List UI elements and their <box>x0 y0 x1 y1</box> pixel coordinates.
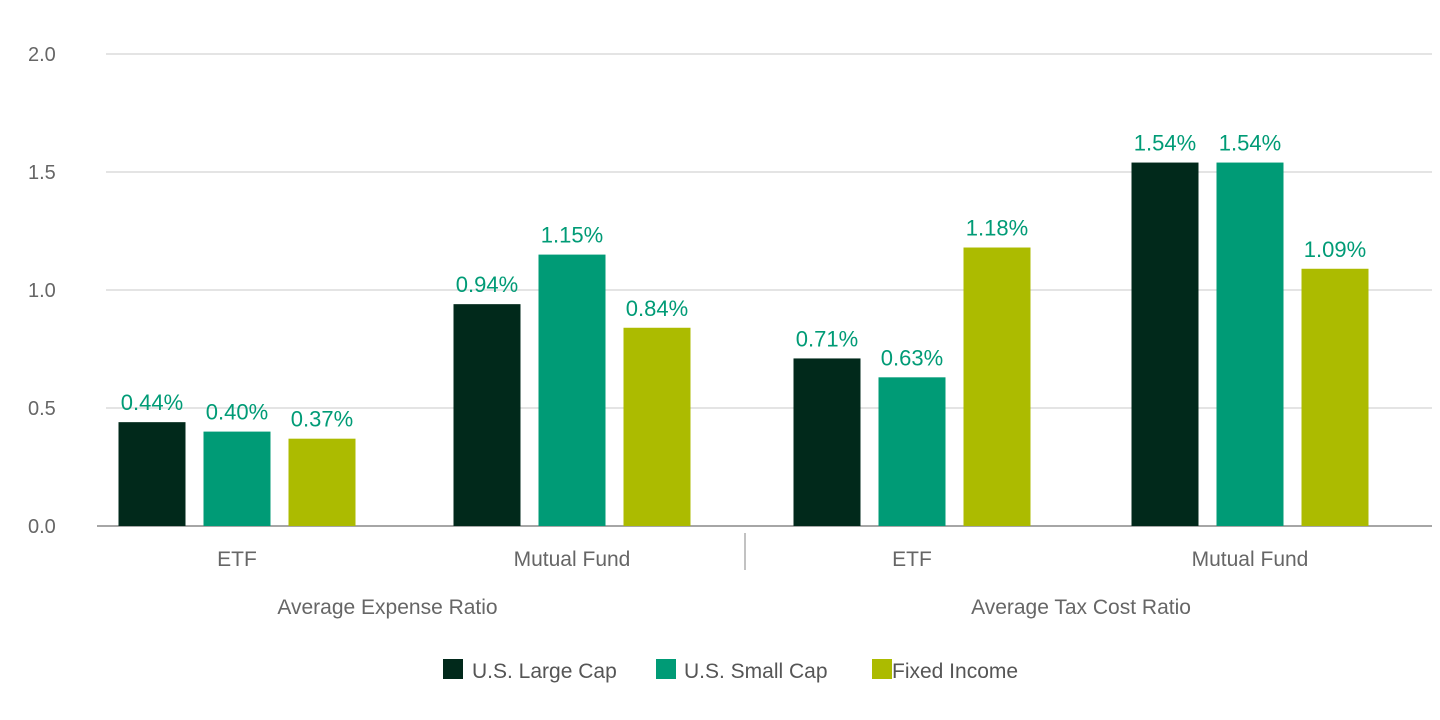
legend-label: U.S. Large Cap <box>472 660 617 683</box>
legend-label: Fixed Income <box>892 660 1018 683</box>
y-tick-label: 1.5 <box>28 162 56 184</box>
bar <box>793 358 861 526</box>
y-tick-label: 1.0 <box>28 280 56 302</box>
group-label: Average Tax Cost Ratio <box>971 596 1191 619</box>
data-label: 0.71% <box>796 326 858 351</box>
bar <box>963 247 1031 526</box>
bar <box>878 377 946 526</box>
bar <box>1301 268 1369 526</box>
data-label: 0.40% <box>206 400 268 425</box>
bar <box>538 254 606 526</box>
data-label: 1.18% <box>966 216 1028 241</box>
data-label: 0.63% <box>881 345 943 370</box>
bar <box>453 304 521 526</box>
y-tick-label: 2.0 <box>28 44 56 66</box>
data-label: 1.54% <box>1219 131 1281 156</box>
x-category-label: ETF <box>217 548 257 571</box>
legend-swatch <box>443 659 463 679</box>
y-tick-label: 0.5 <box>28 398 56 420</box>
y-tick-label: 0.0 <box>28 516 56 538</box>
data-label: 1.54% <box>1134 131 1196 156</box>
bar <box>203 431 271 526</box>
data-label: 1.09% <box>1304 237 1366 262</box>
legend-swatch <box>656 659 676 679</box>
legend-swatch <box>872 659 892 679</box>
x-category-label: ETF <box>892 548 932 571</box>
bar <box>288 438 356 526</box>
data-label: 0.37% <box>291 407 353 432</box>
legend-label: U.S. Small Cap <box>684 660 828 683</box>
x-category-label: Mutual Fund <box>1192 548 1309 571</box>
bar <box>1131 162 1199 526</box>
data-label: 0.84% <box>626 296 688 321</box>
bar <box>623 327 691 526</box>
bar <box>118 422 186 526</box>
data-label: 0.94% <box>456 272 518 297</box>
data-label: 1.15% <box>541 223 603 248</box>
bar <box>1216 162 1284 526</box>
data-label: 0.44% <box>121 390 183 415</box>
group-label: Average Expense Ratio <box>277 596 497 619</box>
x-category-label: Mutual Fund <box>514 548 631 571</box>
